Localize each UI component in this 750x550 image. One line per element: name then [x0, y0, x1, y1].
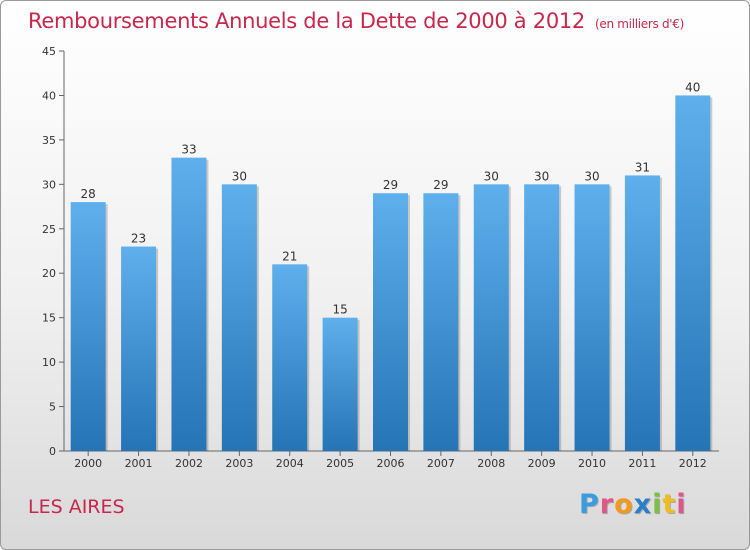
x-tick-label: 2004: [276, 457, 304, 470]
x-tick-label: 2008: [477, 457, 505, 470]
bar-value-label: 40: [685, 80, 700, 94]
bar: [473, 184, 509, 452]
y-tick-label: 20: [42, 267, 56, 280]
y-tick-label: 40: [42, 89, 56, 102]
bar: [121, 246, 157, 451]
x-tick-label: 2006: [377, 457, 405, 470]
x-tick-label: 2011: [628, 457, 656, 470]
bar: [70, 202, 106, 451]
x-tick-label: 2002: [175, 457, 203, 470]
logo-letter: t: [662, 489, 677, 520]
proxiti-logo: Proxiti: [579, 489, 687, 520]
bar: [624, 175, 660, 451]
y-tick-label: 10: [42, 356, 56, 369]
bar-value-label: 33: [181, 143, 196, 157]
logo-letter: i: [676, 489, 687, 520]
bar: [524, 184, 560, 452]
y-tick-label: 25: [42, 223, 56, 236]
logo-letter: x: [633, 489, 653, 520]
y-tick-label: 35: [42, 134, 56, 147]
x-tick-label: 2010: [578, 457, 606, 470]
bar: [322, 317, 358, 451]
y-tick-label: 45: [42, 45, 56, 58]
bar-value-label: 15: [332, 303, 347, 317]
bar: [574, 184, 610, 452]
x-tick-label: 2012: [679, 457, 707, 470]
y-tick-label: 15: [42, 312, 56, 325]
bar-value-label: 30: [534, 169, 549, 183]
y-tick-label: 0: [49, 445, 56, 458]
logo-letter: P: [579, 489, 600, 520]
bar: [171, 157, 207, 451]
y-tick-label: 30: [42, 178, 56, 191]
unit-note: (en milliers d'€): [595, 17, 685, 31]
bar-value-label: 30: [484, 169, 499, 183]
bar: [675, 95, 711, 451]
bar-value-label: 31: [635, 160, 650, 174]
bar-value-label: 29: [383, 178, 398, 192]
bar: [373, 193, 408, 451]
chart-title: Remboursements Annuels de la Dette de 20…: [28, 9, 685, 33]
bar-value-label: 29: [433, 178, 448, 192]
bar-value-label: 23: [131, 232, 146, 246]
logo-letter: i: [652, 489, 663, 520]
x-tick-label: 2007: [427, 457, 455, 470]
x-tick-label: 2005: [326, 457, 354, 470]
x-tick-label: 2001: [125, 457, 153, 470]
logo-letter: r: [599, 489, 615, 520]
bar: [272, 264, 308, 451]
y-tick-label: 5: [49, 401, 56, 414]
bar-value-label: 30: [232, 169, 247, 183]
place-name: LES AIRES: [28, 496, 125, 518]
bar-value-label: 30: [584, 169, 599, 183]
bar-value-label: 28: [81, 187, 96, 201]
bar: [423, 193, 459, 451]
logo-letter: o: [614, 489, 634, 520]
bar: [221, 184, 257, 452]
x-tick-label: 2000: [74, 457, 102, 470]
x-tick-label: 2003: [225, 457, 253, 470]
x-tick-label: 2009: [528, 457, 556, 470]
bar-value-label: 21: [282, 249, 297, 263]
